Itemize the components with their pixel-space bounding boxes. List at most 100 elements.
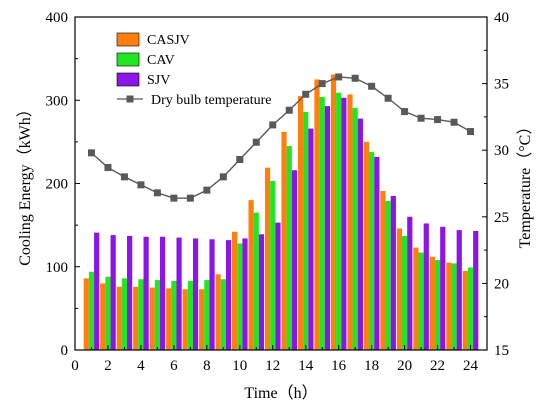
bar-casjv-20 [396,228,402,350]
bar-casjv-7 [182,289,188,350]
bar-sjv-18 [374,156,380,350]
bar-sjv-22 [440,226,446,350]
bar-cav-1 [88,271,95,350]
x-tick-label-18: 18 [364,358,379,374]
bar-cav-6 [171,280,177,350]
bar-sjv-6 [176,237,182,350]
bar-casjv-19 [380,190,386,350]
temperature-point-2 [104,164,112,172]
bar-sjv-15 [324,106,330,350]
bar-casjv-24 [462,270,468,350]
temperature-point-10 [236,156,244,164]
bar-casjv-6 [166,288,172,350]
bar-sjv-7 [192,238,199,350]
bar-casjv-3 [116,286,122,350]
bar-cav-23 [451,263,457,350]
bar-sjv-5 [160,236,166,350]
x-tick-label-22: 22 [430,358,445,374]
temperature-point-16 [335,73,343,81]
y2-tick-label-30: 30 [494,143,509,159]
bar-cav-7 [187,280,193,350]
bar-sjv-12 [275,222,281,350]
bar-casjv-5 [149,287,155,350]
y-tick-label-100: 100 [46,260,69,276]
bar-sjv-20 [407,216,413,350]
legend-label-cav: CAV [147,53,175,68]
x-tick-label-2: 2 [104,358,112,374]
x-tick-label-12: 12 [265,358,280,374]
temperature-point-23 [450,118,458,126]
bar-sjv-3 [127,235,133,350]
x-tick-label-8: 8 [203,358,211,374]
temperature-point-8 [203,186,211,194]
bar-casjv-12 [264,167,271,350]
temperature-point-7 [186,194,194,202]
bar-casjv-22 [429,256,435,350]
bar-sjv-9 [225,240,232,350]
temperature-point-4 [137,181,145,189]
x-tick-label-14: 14 [298,358,314,374]
legend-swatch-sjv [116,72,140,87]
bar-sjv-10 [242,238,248,350]
bars-layer [83,74,479,351]
temperature-point-3 [120,173,128,181]
bar-casjv-2 [100,283,106,350]
temperature-point-11 [252,138,260,146]
y2-axis-title: Temperature（°C） [516,119,534,249]
temperature-point-6 [170,194,178,202]
temperature-point-15 [318,80,326,88]
bar-cav-20 [402,235,408,350]
bar-cav-21 [418,252,424,350]
y-tick-label-0: 0 [61,343,69,359]
x-axis-title: Time（h） [244,384,317,402]
temperature-point-1 [87,149,95,157]
bar-sjv-23 [456,230,462,350]
temperature-point-22 [434,116,442,124]
bar-cav-18 [369,151,375,350]
temperature-point-13 [285,106,293,114]
bar-casjv-14 [297,96,304,350]
y2-tick-label-20: 20 [494,276,509,292]
bar-sjv-1 [94,232,100,350]
axes-layer: 0 2 4 6 8 10 12 14 16 18 20 22 240100200300400152025… [46,10,510,374]
bar-cav-8 [204,280,210,350]
bar-sjv-14 [308,128,314,350]
legend-label-dry-bulb: Dry bulb temperature [151,93,272,108]
temperature-point-17 [351,74,359,82]
bar-sjv-17 [357,118,363,350]
legend-label-sjv: SJV [147,73,170,88]
legend-label-casjv: CASJV [147,33,190,48]
y-tick-label-300: 300 [46,93,69,109]
bar-sjv-4 [143,236,149,350]
y-tick-label-200: 200 [46,177,69,193]
y2-tick-label-35: 35 [494,77,509,93]
bar-cav-19 [385,200,391,350]
bar-sjv-8 [209,239,215,350]
bar-cav-2 [105,276,111,350]
bar-cav-10 [237,243,243,350]
legend-marker-dry-bulb [126,95,134,103]
bar-cav-11 [253,212,259,350]
legend: CASJV CAV SJV Dry bulb temperature [116,32,272,108]
bar-casjv-4 [133,286,139,350]
legend-swatch-cav [116,52,140,67]
bar-cav-16 [336,92,342,350]
temperature-point-24 [467,128,475,136]
temperature-point-19 [384,94,392,102]
x-tick-label-24: 24 [463,358,479,374]
bar-casjv-1 [83,278,89,350]
temperature-point-20 [401,108,409,116]
bar-casjv-13 [281,131,287,350]
bar-cav-17 [352,107,358,351]
bar-sjv-16 [341,97,347,350]
bar-cav-24 [467,267,474,350]
bar-casjv-9 [215,274,221,350]
bar-casjv-15 [314,79,320,350]
temperature-point-18 [368,82,376,90]
x-tick-label-16: 16 [331,358,347,374]
bar-sjv-19 [390,195,396,350]
bar-sjv-21 [423,223,429,350]
y-axis-title: Cooling Energy（kWh） [16,101,34,266]
temperature-point-5 [153,189,161,197]
